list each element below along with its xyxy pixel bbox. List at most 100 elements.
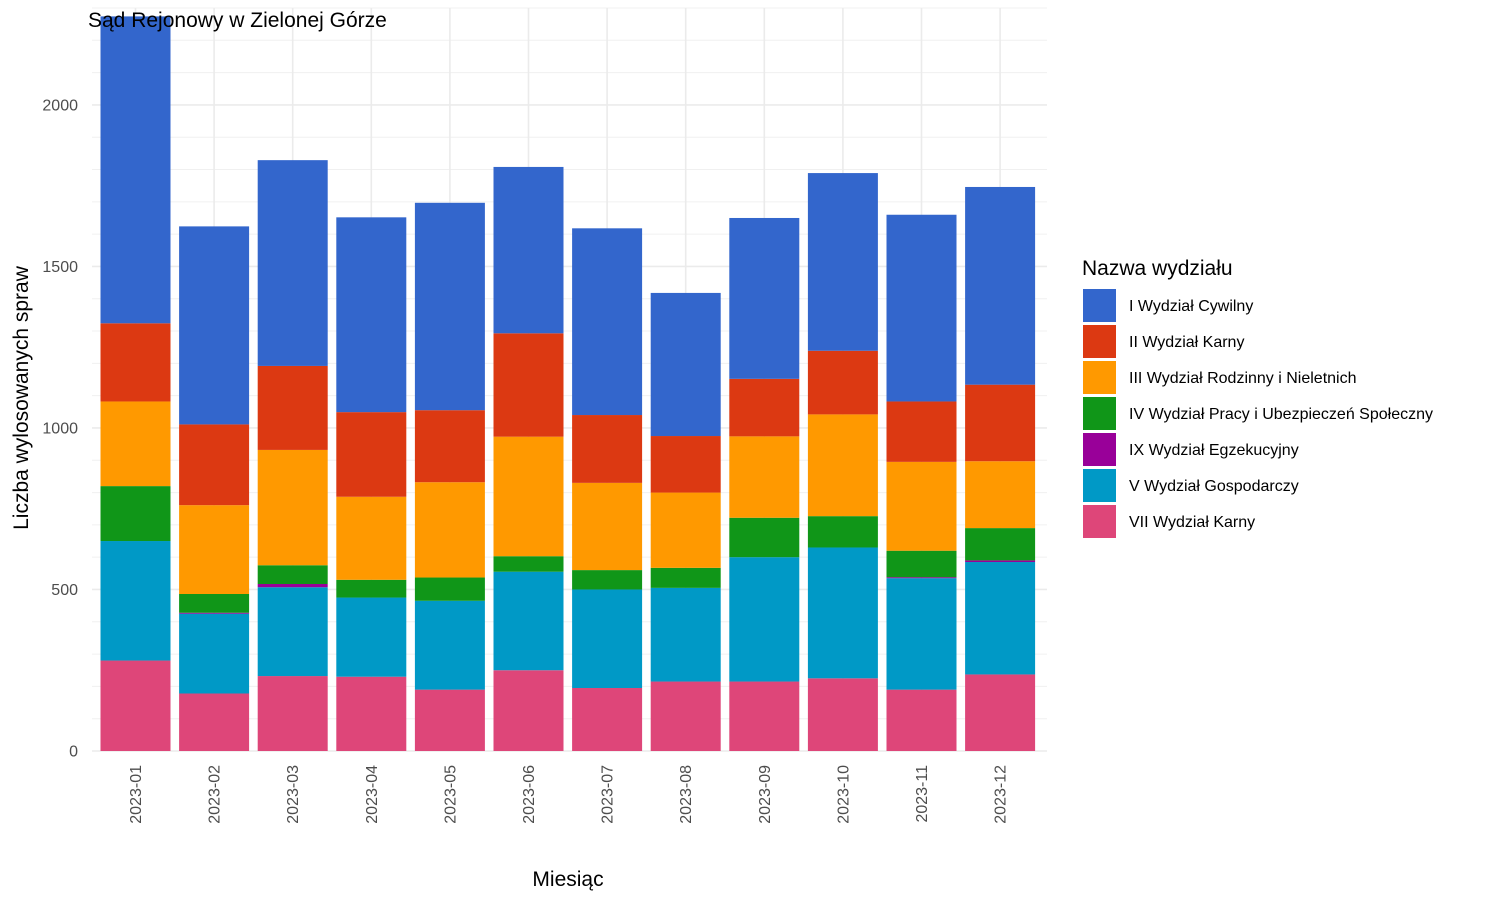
legend-title: Nazwa wydziału <box>1082 257 1233 280</box>
bar-segment <box>493 571 564 671</box>
bar-segment <box>257 587 328 677</box>
bar-segment <box>414 202 485 411</box>
bar-segment <box>336 412 407 497</box>
bars <box>100 16 1036 751</box>
bar-segment <box>729 557 800 682</box>
bar-segment <box>414 410 485 483</box>
bar-segment <box>257 565 328 584</box>
bar-segment <box>100 16 171 324</box>
bar-segment <box>807 414 878 517</box>
bar-segment <box>886 461 957 551</box>
bar-segment <box>257 676 328 751</box>
legend-label: V Wydział Gospodarczy <box>1129 478 1299 495</box>
x-axis-ticks: 2023-01 2023-02 2023-03 2023-04 2023-05 2023-… <box>128 765 1010 824</box>
legend-swatch <box>1083 325 1116 358</box>
bar-segment <box>100 541 171 661</box>
x-tick-label: 2023-09 <box>757 765 774 824</box>
bar-segment <box>572 589 643 689</box>
x-tick-label: 2023-08 <box>678 765 695 824</box>
bar-segment <box>729 681 800 751</box>
legend-label: IX Wydział Egzekucyjny <box>1129 442 1299 459</box>
bar-segment <box>965 674 1036 751</box>
x-tick-label: 2023-05 <box>442 765 459 824</box>
x-tick-label: 2023-06 <box>521 765 538 824</box>
bar-segment <box>493 556 564 572</box>
bar-segment <box>493 333 564 437</box>
bar-segment <box>965 186 1036 385</box>
bar-segment <box>493 670 564 751</box>
y-axis-title: Liczba wylosowanych spraw <box>10 265 33 530</box>
x-tick-label: 2023-03 <box>285 765 302 824</box>
bar-segment <box>336 676 407 751</box>
bar-segment <box>572 415 643 483</box>
bar-segment <box>100 660 171 751</box>
legend-swatch <box>1083 361 1116 394</box>
bar-segment <box>965 562 1036 675</box>
bar-segment <box>257 365 328 450</box>
x-tick-label: 2023-07 <box>600 765 617 824</box>
legend-label: III Wydział Rodzinny i Nieletnich <box>1129 370 1357 387</box>
bar-segment <box>729 217 800 379</box>
bar-segment <box>965 560 1036 563</box>
y-tick-label: 0 <box>69 744 78 761</box>
bar-segment <box>650 567 721 588</box>
bar-segment <box>493 436 564 557</box>
bar-segment <box>886 689 957 751</box>
chart-title: Sąd Rejonowy w Zielonej Górze <box>88 9 387 32</box>
legend-swatch <box>1083 397 1116 430</box>
bar-segment <box>807 516 878 548</box>
bar-segment <box>179 613 250 694</box>
y-tick-label: 2000 <box>42 97 78 114</box>
bar-segment <box>414 600 485 690</box>
bar-segment <box>179 693 250 751</box>
x-tick-label: 2023-04 <box>364 765 381 824</box>
bar-segment <box>886 577 957 579</box>
bar-segment <box>965 461 1036 529</box>
legend-swatch <box>1083 469 1116 502</box>
bar-segment <box>414 482 485 578</box>
bar-segment <box>100 486 171 542</box>
bar-segment <box>886 550 957 578</box>
y-tick-label: 1500 <box>42 259 78 276</box>
bar-segment <box>179 424 250 506</box>
legend: Nazwa wydziału I Wydział Cywilny II Wydzi… <box>1082 257 1433 538</box>
bar-segment <box>572 570 643 590</box>
bar-segment <box>336 217 407 413</box>
x-tick-label: 2023-12 <box>993 765 1010 824</box>
legend-swatch <box>1083 505 1116 538</box>
legend-label: I Wydział Cywilny <box>1129 298 1253 315</box>
x-tick-label: 2023-10 <box>835 765 852 824</box>
x-tick-label: 2023-02 <box>207 765 224 824</box>
legend-label: IV Wydział Pracy i Ubezpieczeń Społeczny <box>1129 406 1433 423</box>
bar-segment <box>572 228 643 416</box>
bar-segment <box>493 166 564 334</box>
bar-segment <box>100 323 171 402</box>
x-axis-title: Miesiąc <box>532 868 603 891</box>
bar-segment <box>807 547 878 679</box>
bar-segment <box>729 517 800 558</box>
bar-segment <box>965 384 1036 462</box>
bar-segment <box>807 678 878 751</box>
bar-segment <box>257 160 328 366</box>
bar-segment <box>179 612 250 614</box>
bar-segment <box>650 681 721 751</box>
legend-swatch <box>1083 433 1116 466</box>
bar-segment <box>336 597 407 677</box>
bar-segment <box>965 528 1036 561</box>
bar-segment <box>886 214 957 402</box>
bar-segment <box>650 436 721 493</box>
bar-segment <box>414 577 485 601</box>
x-tick-label: 2023-01 <box>128 765 145 824</box>
bar-segment <box>886 578 957 690</box>
x-tick-label: 2023-11 <box>914 765 931 823</box>
bar-segment <box>257 449 328 566</box>
bar-segment <box>336 496 407 580</box>
bar-segment <box>807 350 878 415</box>
bar-segment <box>336 579 407 598</box>
y-tick-label: 500 <box>51 582 78 599</box>
bar-segment <box>100 401 171 487</box>
bar-segment <box>729 436 800 518</box>
bar-segment <box>650 292 721 437</box>
